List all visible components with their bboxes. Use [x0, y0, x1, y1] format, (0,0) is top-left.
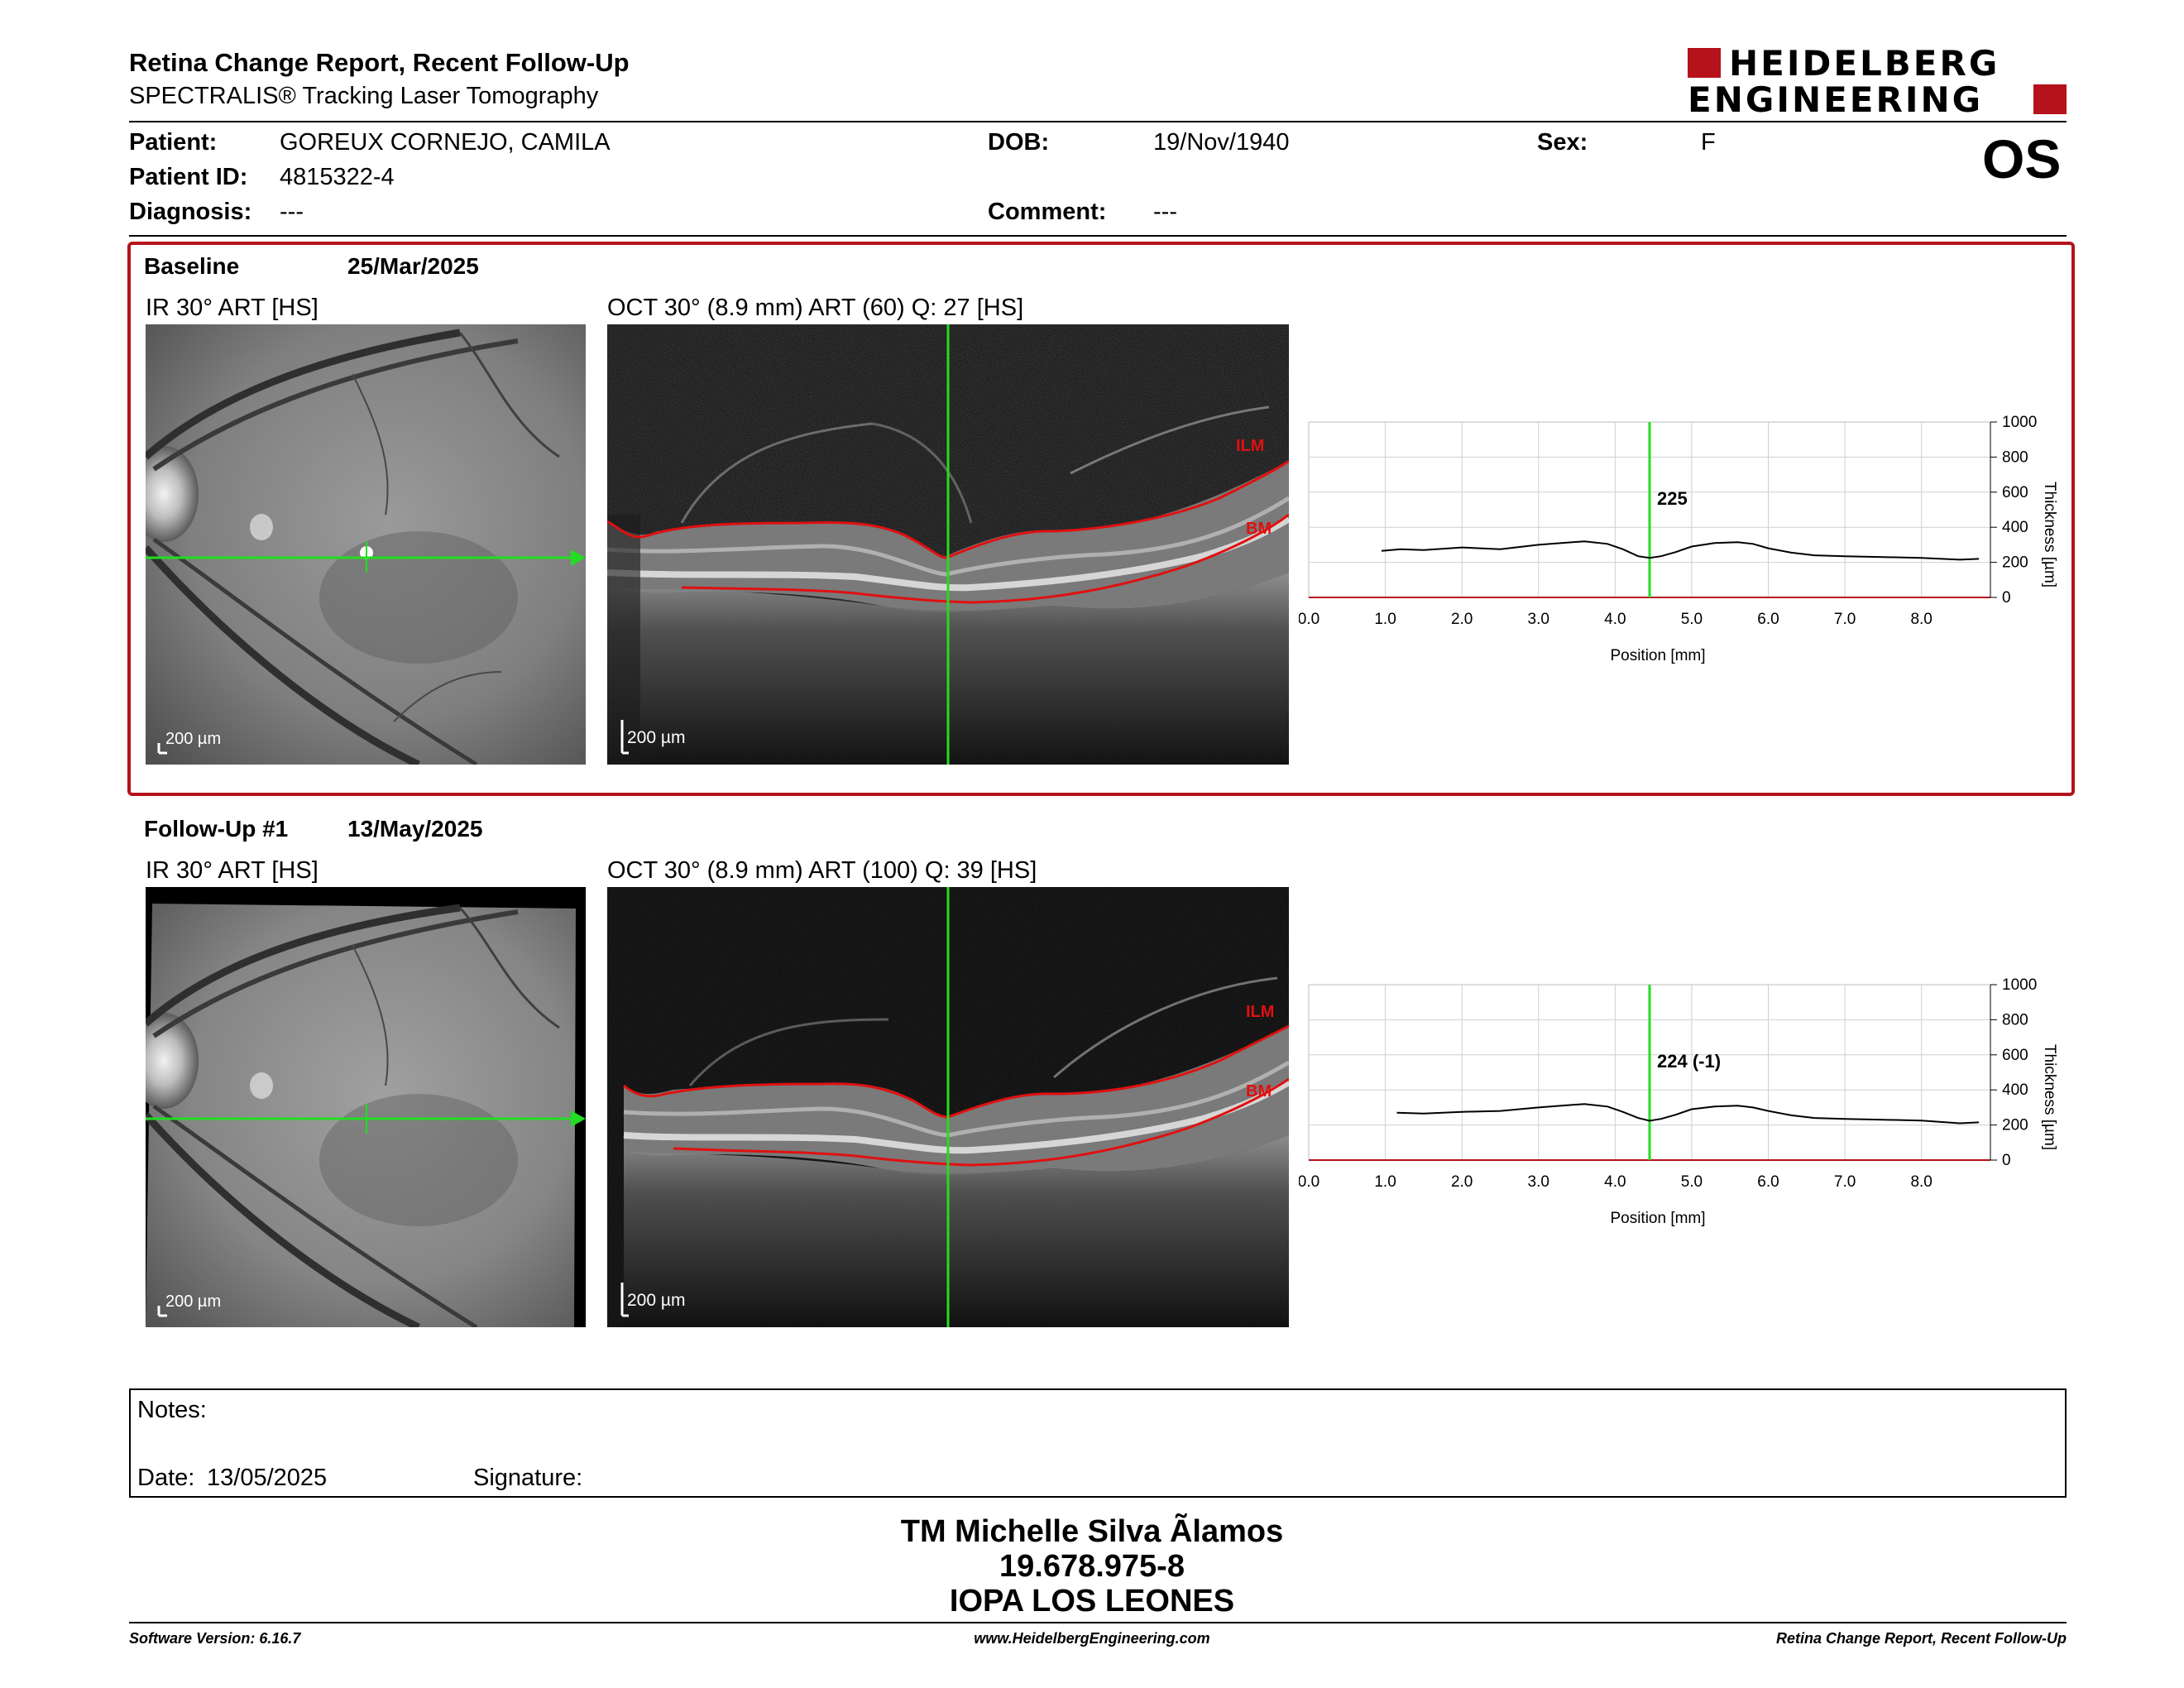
- logo-line-2: ENGINEERING: [1688, 79, 1984, 120]
- baseline-chart-ylabel: Thickness [µm]: [2041, 482, 2058, 587]
- followup-chart-y-tick: 200: [2002, 1117, 2028, 1134]
- software-version: Software Version: 6.16.7: [129, 1630, 301, 1647]
- logo-line-1: HEIDELBERG: [1729, 43, 2000, 84]
- followup-chart-x-tick: 4.0: [1604, 1173, 1626, 1191]
- dob-label: DOB:: [988, 129, 1050, 156]
- baseline-chart-x-tick: 2.0: [1451, 611, 1473, 628]
- followup-ir-fundus: [146, 887, 586, 1327]
- baseline-chart-y-tick: 200: [2002, 554, 2028, 572]
- diagnosis-label: Diagnosis:: [129, 199, 252, 225]
- followup-thickness-chart: 0.0 1.0 2.0 3.0 4.0 5.0 6.0 7.0 8.0 0 200 400 600 800…: [1299, 976, 2058, 1227]
- diagnosis-value: ---: [280, 199, 304, 225]
- sex-label: Sex:: [1537, 129, 1588, 156]
- baseline-chart-x-tick: 3.0: [1528, 611, 1549, 628]
- baseline-chart-y-tick: 400: [2002, 519, 2028, 536]
- baseline-ir-scale: 200 µm: [165, 730, 222, 748]
- followup-ir-image[interactable]: 200 µm: [146, 887, 586, 1327]
- baseline-oct-bscan: [607, 324, 1289, 765]
- signature-label: Signature:: [473, 1465, 583, 1491]
- followup-chart-y-tick: 1000: [2002, 976, 2037, 994]
- followup-chart-x-tick: 3.0: [1528, 1173, 1549, 1191]
- followup-bm-label: BM: [1246, 1082, 1272, 1101]
- comment-label: Comment:: [988, 199, 1107, 225]
- baseline-ilm-label: ILM: [1236, 437, 1265, 455]
- baseline-thickness-chart: 0.0 1.0 2.0 3.0 4.0 5.0 6.0 7.0 8.0 0 200 400 600 800…: [1299, 414, 2058, 664]
- followup-oct-caption: OCT 30° (8.9 mm) ART (100) Q: 39 [HS]: [607, 857, 1037, 884]
- baseline-ir-image[interactable]: 200 µm: [146, 324, 586, 765]
- followup-ir-scale: 200 µm: [165, 1292, 222, 1311]
- baseline-chart-x-tick: 4.0: [1604, 611, 1626, 628]
- followup-chart-x-tick: 6.0: [1757, 1173, 1779, 1191]
- followup-chart-ylabel: Thickness [µm]: [2041, 1044, 2058, 1150]
- followup-chart-x-tick: 8.0: [1910, 1173, 1932, 1191]
- baseline-chart-y-tick: 600: [2002, 484, 2028, 501]
- followup-chart-x-tick: 2.0: [1451, 1173, 1473, 1191]
- footer-rule: [129, 1622, 2067, 1623]
- baseline-ir-fundus: [146, 324, 586, 765]
- baseline-thickness-line: [1381, 540, 1980, 561]
- notes-date: 13/05/2025: [207, 1465, 328, 1491]
- followup-oct-image[interactable]: ILM BM 200 µm: [607, 887, 1289, 1327]
- followup-ilm-label: ILM: [1246, 1003, 1275, 1021]
- footer-report-name: Retina Change Report, Recent Follow-Up: [1775, 1630, 2067, 1647]
- report-subtitle: SPECTRALIS® Tracking Laser Tomography: [129, 83, 599, 109]
- report-title: Retina Change Report, Recent Follow-Up: [129, 48, 630, 77]
- followup-chart-x-tick: 5.0: [1681, 1173, 1703, 1191]
- baseline-chart-x-tick: 1.0: [1374, 611, 1396, 628]
- followup-chart-y-tick: 600: [2002, 1047, 2028, 1064]
- baseline-label: Baseline: [144, 253, 240, 279]
- baseline-chart-cursor-label: 225: [1657, 488, 1688, 509]
- signer-rut: 19.678.975-8: [999, 1549, 1185, 1584]
- baseline-highlight-box: [127, 242, 2075, 796]
- followup-chart-xlabel: Position [mm]: [1610, 1210, 1705, 1227]
- followup-oct-scale: 200 µm: [627, 1291, 686, 1310]
- followup-date: 13/May/2025: [347, 816, 483, 842]
- baseline-oct-image[interactable]: ILM BM 200 µm: [607, 324, 1289, 765]
- patient-rule: [129, 235, 2067, 237]
- baseline-chart-x-tick: 0.0: [1299, 611, 1320, 628]
- followup-thickness-line: [1396, 1103, 1980, 1125]
- followup-chart-y-tick: 0: [2002, 1152, 2011, 1169]
- patient-id-label: Patient ID:: [129, 164, 248, 190]
- followup-chart-x-tick: 7.0: [1834, 1173, 1856, 1191]
- comment-value: ---: [1153, 199, 1177, 225]
- baseline-chart-y-tick: 0: [2002, 589, 2011, 607]
- followup-chart-x-tick: 1.0: [1374, 1173, 1396, 1191]
- patient-name: GOREUX CORNEJO, CAMILA: [280, 129, 611, 156]
- logo-red-block-bottom: [2033, 84, 2067, 114]
- baseline-chart-x-tick: 5.0: [1681, 611, 1703, 628]
- baseline-ir-caption: IR 30° ART [HS]: [146, 295, 318, 321]
- baseline-chart-x-tick: 8.0: [1910, 611, 1932, 628]
- baseline-chart-y-tick: 1000: [2002, 414, 2037, 431]
- followup-oct-bscan: [607, 887, 1289, 1327]
- notes-box[interactable]: Notes: Date: 13/05/2025 Signature:: [129, 1388, 2067, 1498]
- baseline-date: 25/Mar/2025: [347, 253, 479, 279]
- followup-chart-y-tick: 800: [2002, 1011, 2028, 1029]
- heidelberg-logo: HEIDELBERG ENGINEERING: [1688, 43, 2068, 120]
- followup-chart-y-tick: 400: [2002, 1081, 2028, 1099]
- baseline-chart-y-tick: 800: [2002, 448, 2028, 466]
- notes-label: Notes:: [137, 1397, 207, 1423]
- website-link[interactable]: www.HeidelbergEngineering.com: [974, 1630, 1210, 1647]
- followup-label: Follow-Up #1: [144, 816, 289, 842]
- header-rule: [129, 121, 2067, 122]
- baseline-oct-caption: OCT 30° (8.9 mm) ART (60) Q: 27 [HS]: [607, 295, 1024, 321]
- baseline-chart-x-tick: 7.0: [1834, 611, 1856, 628]
- followup-ir-caption: IR 30° ART [HS]: [146, 857, 318, 884]
- baseline-bm-label: BM: [1246, 520, 1272, 538]
- baseline-oct-scale: 200 µm: [627, 728, 686, 747]
- followup-chart-x-tick: 0.0: [1299, 1173, 1320, 1191]
- sex-value: F: [1701, 129, 1716, 156]
- followup-chart-cursor-label: 224 (-1): [1657, 1051, 1721, 1072]
- dob-value: 19/Nov/1940: [1153, 129, 1290, 156]
- signer-org: IOPA LOS LEONES: [949, 1584, 1235, 1618]
- patient-id: 4815322-4: [280, 164, 395, 190]
- signer-name: TM Michelle Silva Ãlamos: [900, 1514, 1284, 1549]
- patient-label: Patient:: [129, 129, 218, 156]
- baseline-chart-x-tick: 6.0: [1757, 611, 1779, 628]
- notes-date-label: Date:: [137, 1465, 195, 1491]
- baseline-chart-xlabel: Position [mm]: [1610, 647, 1705, 664]
- eye-indicator: OS: [1982, 128, 2062, 189]
- logo-red-block-top: [1688, 48, 1721, 78]
